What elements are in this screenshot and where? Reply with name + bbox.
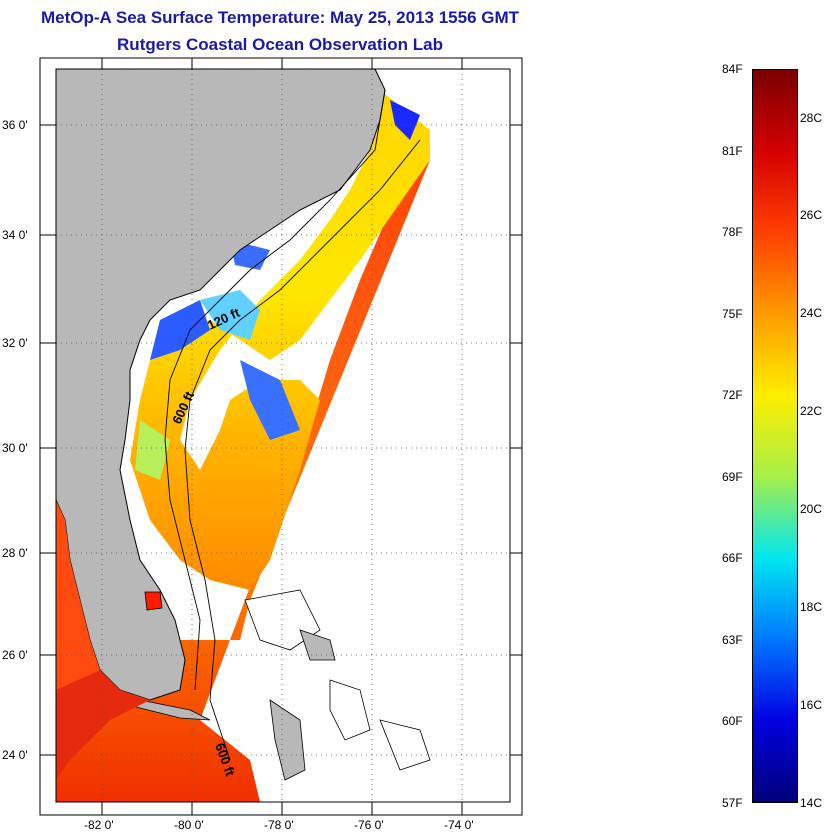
colorbar-label-f: 78F [722, 225, 743, 239]
map-title: MetOp-A Sea Surface Temperature: May 25,… [40, 8, 520, 27]
lat-label: 24 0' [2, 748, 28, 762]
lake-okeechobee [144, 591, 163, 611]
sst-cool-patch [390, 100, 420, 140]
lon-label: -76 0' [354, 818, 384, 832]
lat-label: 32 0' [2, 336, 28, 350]
lat-label: 30 0' [2, 441, 28, 455]
colorbar-label-f: 81F [722, 144, 743, 158]
colorbar-label-c: 24C [800, 306, 823, 320]
sst-mild-patch [135, 420, 170, 480]
lon-label: -78 0' [264, 818, 294, 832]
colorbar-label-c: 16C [800, 698, 823, 712]
colorbar-label-c: 14C [800, 796, 823, 810]
sst-cool-patch [240, 360, 300, 440]
lon-label: -80 0' [174, 818, 204, 832]
colorbar-label-c: 18C [800, 600, 823, 614]
lon-ticks [101, 58, 463, 815]
lat-label: 34 0' [2, 228, 28, 242]
colorbar-label-c: 28C [800, 111, 823, 125]
sst-cool-patch [150, 300, 210, 360]
lat-label: 36 0' [2, 118, 28, 132]
colorbar [752, 69, 798, 803]
colorbar-label-f: 72F [722, 388, 743, 402]
sst-gulf-water [56, 500, 100, 690]
colorbar-label-c: 22C [800, 404, 823, 418]
colorbar-label-f: 60F [722, 714, 743, 728]
map-subtitle: Rutgers Coastal Ocean Observation Lab [117, 35, 443, 54]
outer-frame [39, 57, 523, 816]
map-frame [55, 68, 511, 803]
lat-label: 26 0' [2, 648, 28, 662]
colorbar-gradient [753, 70, 797, 802]
colorbar-label-f: 69F [722, 470, 743, 484]
sst-gulf-water [56, 670, 150, 780]
lon-label: -74 0' [444, 818, 474, 832]
land-andros-island [269, 699, 306, 781]
colorbar-label-c: 26C [800, 208, 823, 222]
bahamas-bank-contour [379, 719, 431, 771]
isobath-600ft [184, 139, 421, 761]
lat-ticks [40, 124, 522, 756]
colorbar-label-f: 57F [722, 796, 743, 810]
graticule [56, 69, 510, 802]
sst-cool-patch [200, 290, 260, 340]
lon-label: -82 0' [84, 818, 114, 832]
land-bahamas-island [299, 629, 336, 661]
isobath-120ft [164, 89, 386, 691]
colorbar-label-c: 20C [800, 502, 823, 516]
land-southeast-us [56, 69, 386, 701]
colorbar-label-f: 84F [722, 62, 743, 76]
colorbar-label-f: 66F [722, 551, 743, 565]
colorbar-label-f: 75F [722, 307, 743, 321]
bahamas-bank-contour [329, 679, 371, 741]
lat-label: 28 0' [2, 546, 28, 560]
colorbar-label-f: 63F [722, 633, 743, 647]
